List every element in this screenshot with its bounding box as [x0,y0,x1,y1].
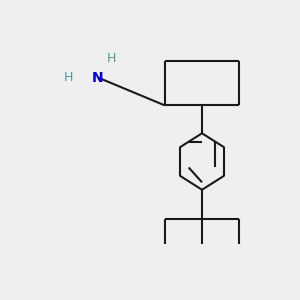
Text: N: N [92,70,104,85]
Text: H: H [64,71,73,84]
Text: H: H [106,52,116,65]
